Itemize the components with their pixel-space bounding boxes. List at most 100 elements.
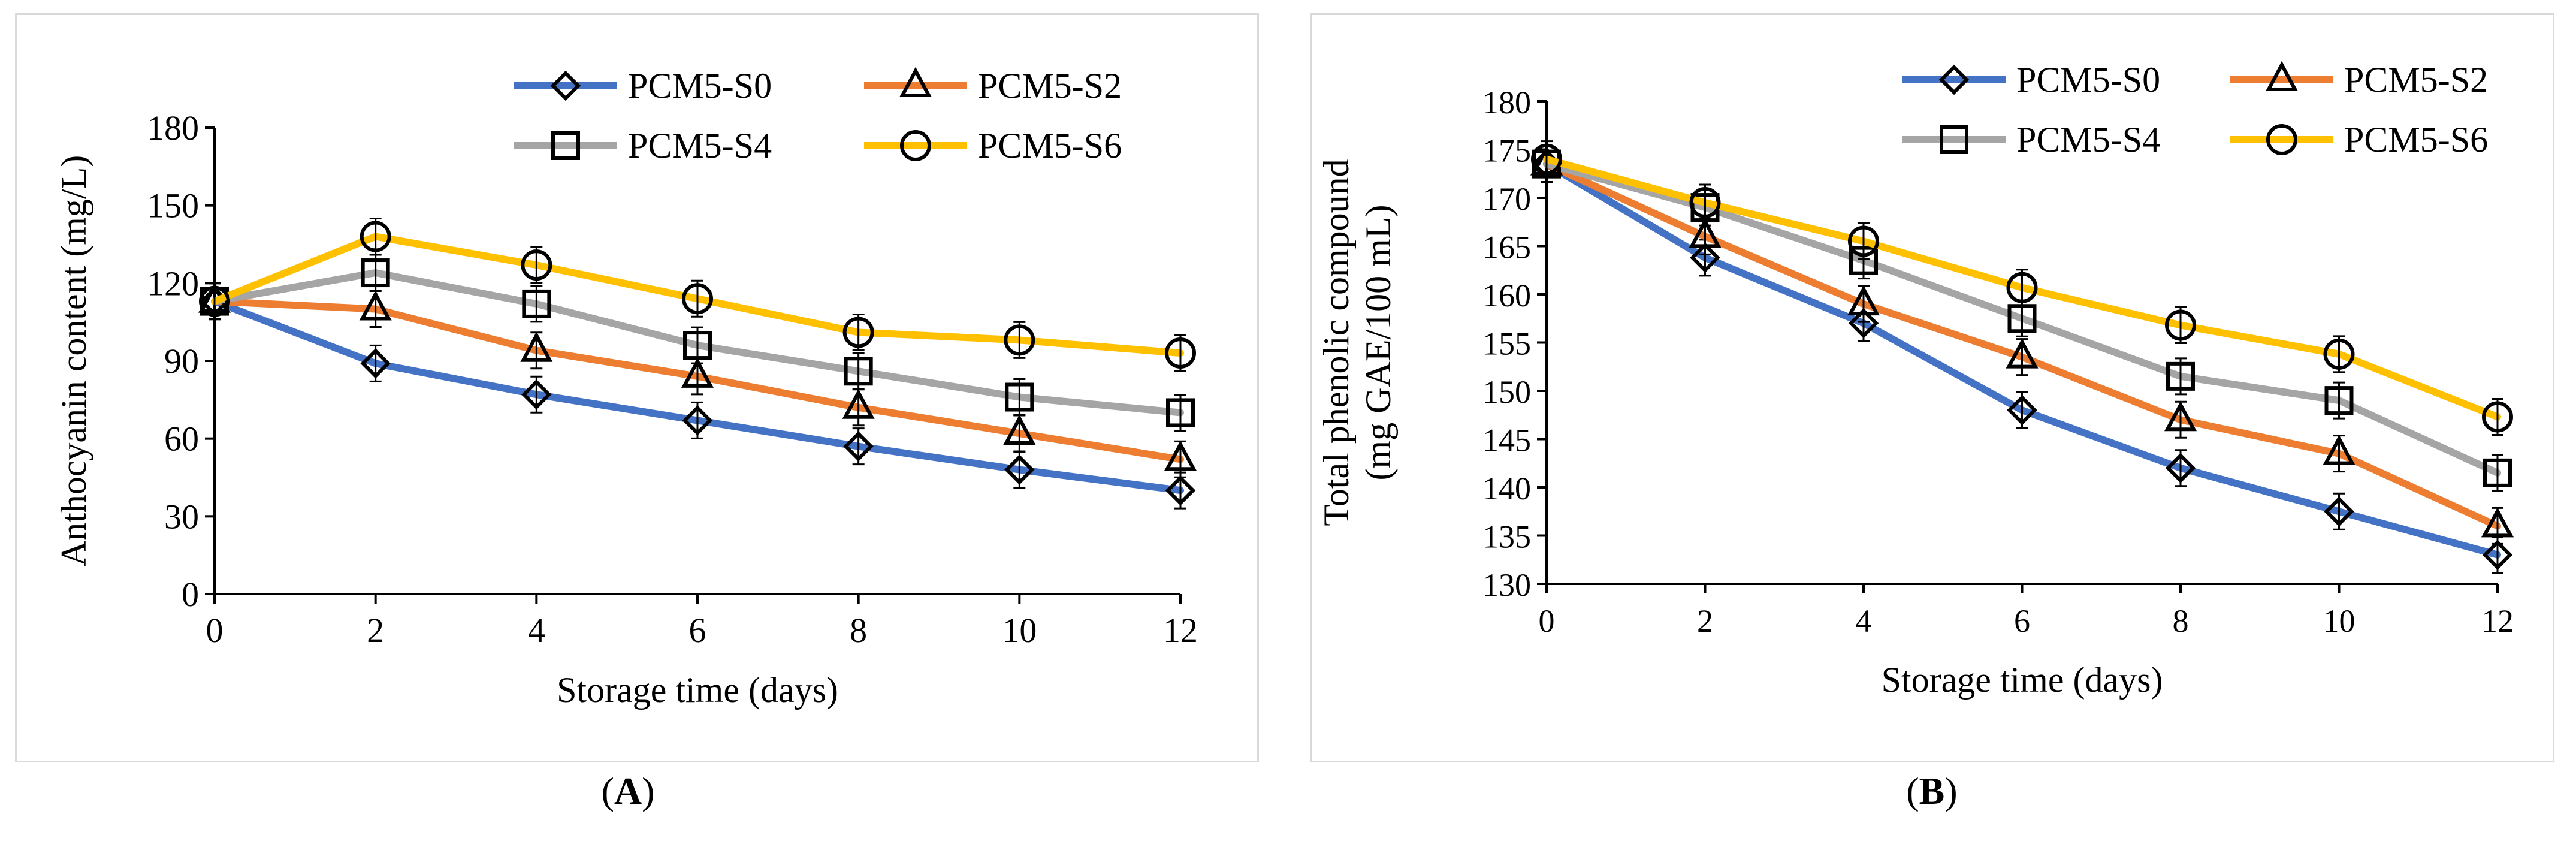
- a-point-PCM5-S2-8: [842, 388, 875, 419]
- a-point-PCM5-S6-6: [682, 283, 713, 315]
- a-point-PCM5-S6-4: [521, 249, 552, 281]
- chart-panel-b: 130 135 140 145 150 155 160 165 170 175 180 0 2 4 6 8 10…: [1310, 13, 2554, 762]
- chart-b-svg: 130 135 140 145 150 155 160 165 170 175 180 0 2 4 6 8 10…: [1316, 60, 2514, 700]
- b-legend-marker-PCM5-S0: [1938, 64, 1970, 95]
- b-y-tick-label-4: 150: [1482, 374, 1531, 410]
- b-point-PCM5-S0-2: [1690, 242, 1720, 273]
- b-point-PCM5-S6-10: [2323, 338, 2355, 370]
- a-point-PCM5-S4-12: [1166, 398, 1195, 427]
- a-legend-item-PCM5-S0: PCM5-S0: [514, 66, 772, 106]
- b-legend-label-PCM5-S4: PCM5-S4: [2016, 120, 2160, 159]
- b-y-tick-label-0: 130: [1482, 567, 1531, 603]
- b-y-tick-label-9: 175: [1482, 133, 1531, 169]
- b-y-tick-label-6: 160: [1482, 278, 1531, 314]
- b-point-PCM5-S4-8: [2166, 361, 2195, 391]
- panel-a-label: A: [614, 770, 642, 812]
- a-point-PCM5-S6-10: [1004, 324, 1035, 356]
- b-x-tick-label-6: 12: [2481, 603, 2514, 639]
- a-point-PCM5-S2-6: [681, 357, 714, 388]
- b-point-PCM5-S2-2: [1689, 218, 1722, 248]
- a-x-tick-label-0: 0: [206, 611, 224, 650]
- b-x-tick-label-2: 4: [1856, 603, 1872, 639]
- b-legend-label-PCM5-S6: PCM5-S6: [2344, 120, 2488, 159]
- b-point-PCM5-S6-12: [2482, 401, 2513, 433]
- b-y-tick-label-7: 165: [1482, 230, 1531, 266]
- a-y-axis-title: Anthocyanin content (mg/L): [54, 155, 93, 566]
- a-point-PCM5-S0-10: [1004, 454, 1035, 485]
- b-point-PCM5-S0-10: [2324, 496, 2354, 527]
- a-y-tick-label-0: 0: [182, 575, 199, 614]
- b-legend-item-PCM5-S6: PCM5-S6: [2230, 120, 2488, 159]
- a-y-tick-label-1: 30: [164, 497, 199, 536]
- b-x-tick-label-5: 10: [2323, 603, 2355, 639]
- a-point-PCM5-S2-2: [359, 290, 392, 321]
- a-point-PCM5-S6-2: [360, 221, 391, 252]
- a-legend-item-PCM5-S6: PCM5-S6: [864, 126, 1122, 165]
- b-point-PCM5-S2-6: [2006, 338, 2039, 369]
- a-legend-label-PCM5-S6: PCM5-S6: [978, 126, 1122, 165]
- a-point-PCM5-S0-12: [1165, 475, 1196, 506]
- a-legend-item-PCM5-S2: PCM5-S2: [864, 66, 1122, 106]
- b-point-PCM5-S4-12: [2483, 458, 2512, 487]
- panel-a-caption: (A): [601, 770, 655, 812]
- a-legend-label-PCM5-S0: PCM5-S0: [628, 66, 772, 106]
- b-x-tick-label-0: 0: [1539, 603, 1555, 639]
- a-series-PCM5-S6: [199, 218, 1196, 372]
- a-y-tick-label-6: 180: [147, 108, 199, 147]
- a-point-PCM5-S4-4: [522, 289, 551, 318]
- a-point-PCM5-S2-12: [1164, 440, 1197, 471]
- a-point-PCM5-S6-8: [842, 317, 874, 348]
- b-point-PCM5-S2-10: [2323, 435, 2355, 465]
- b-point-PCM5-S0-4: [1848, 308, 1879, 339]
- b-y-axis-title: Total phenolic compound: [1316, 159, 1356, 526]
- a-y-tick-label-3: 90: [164, 342, 199, 381]
- a-point-PCM5-S0-4: [521, 379, 552, 410]
- a-legend-marker-PCM5-S4: [551, 131, 580, 160]
- b-y-tick-label-1: 135: [1482, 519, 1531, 555]
- a-y-tick-label-5: 150: [147, 186, 199, 225]
- a-x-tick-label-2: 4: [528, 611, 545, 650]
- b-series-PCM5-S2: [1530, 145, 2514, 545]
- a-x-axis-title: Storage time (days): [557, 670, 838, 710]
- b-legend-marker-PCM5-S2: [2265, 61, 2299, 91]
- a-legend-label-PCM5-S4: PCM5-S4: [628, 126, 772, 165]
- a-point-PCM5-S4-6: [683, 331, 712, 360]
- a-y-tick-label-2: 60: [164, 420, 199, 459]
- b-point-PCM5-S6-6: [2006, 272, 2038, 303]
- b-point-PCM5-S2-4: [1847, 285, 1880, 316]
- panel-b-label: B: [1919, 770, 1945, 812]
- a-legend-item-PCM5-S4: PCM5-S4: [514, 126, 772, 165]
- b-y-tick-label-8: 170: [1482, 181, 1531, 217]
- b-point-PCM5-S0-6: [2007, 394, 2037, 426]
- b-y-axis-title-line2: (mg GAE/100 mL): [1358, 205, 1398, 481]
- b-point-PCM5-S0-8: [2165, 453, 2196, 484]
- b-legend-item-PCM5-S0: PCM5-S0: [1902, 60, 2160, 100]
- chart-a-svg: 0 30 60 90 120 150 180 0 2 4 6 8 10 12 Storage time (d…: [54, 66, 1198, 710]
- a-x-tick-label-5: 10: [1002, 611, 1037, 650]
- b-point-PCM5-S0-12: [2482, 539, 2513, 570]
- b-legend-label-PCM5-S2: PCM5-S2: [2344, 60, 2488, 100]
- a-point-PCM5-S2-4: [520, 331, 553, 362]
- a-y-tick-label-4: 120: [147, 264, 199, 303]
- a-point-PCM5-S0-6: [682, 405, 713, 436]
- b-x-tick-label-4: 8: [2173, 603, 2189, 639]
- a-point-PCM5-S6-0: [199, 285, 230, 317]
- b-point-PCM5-S6-4: [1848, 225, 1879, 257]
- panel-b-caption: (B): [1906, 770, 1958, 812]
- b-legend-marker-PCM5-S4: [1940, 125, 1968, 154]
- b-point-PCM5-S6-8: [2165, 309, 2196, 341]
- a-legend-marker-PCM5-S2: [899, 67, 932, 97]
- a-point-PCM5-S0-8: [843, 431, 874, 462]
- a-legend-marker-PCM5-S0: [550, 70, 581, 101]
- b-x-axis-title: Storage time (days): [1882, 660, 2163, 700]
- a-x-tick-label-4: 8: [850, 611, 867, 650]
- a-legend-label-PCM5-S2: PCM5-S2: [978, 66, 1122, 106]
- b-point-PCM5-S6-2: [1689, 187, 1721, 219]
- a-legend-marker-PCM5-S6: [900, 130, 931, 161]
- b-legend-item-PCM5-S4: PCM5-S4: [1902, 120, 2160, 159]
- a-point-PCM5-S0-2: [360, 348, 391, 379]
- b-series-PCM5-S0: [1531, 145, 2513, 574]
- a-x-tick-label-1: 2: [367, 611, 384, 650]
- b-y-tick-label-10: 180: [1482, 85, 1531, 120]
- a-point-PCM5-S4-10: [1005, 382, 1034, 412]
